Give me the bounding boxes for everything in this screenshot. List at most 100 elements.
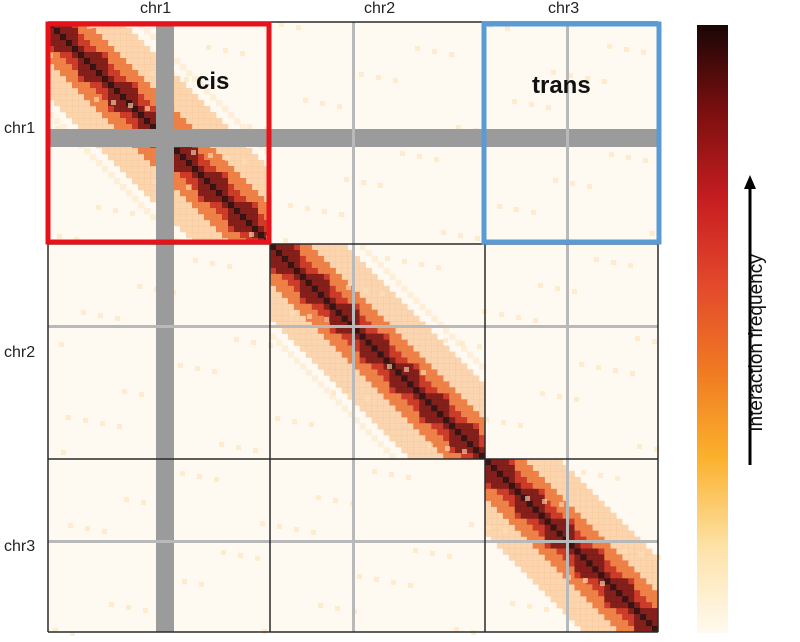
contact-cell [508, 518, 516, 525]
contact-cell [60, 34, 67, 41]
contact-cell [461, 453, 468, 460]
contact-cell [568, 548, 575, 555]
contact-cell [383, 411, 390, 418]
contact-cell [180, 82, 187, 89]
contact-cell [596, 365, 601, 370]
contact-cell [562, 548, 569, 555]
contact-cell [359, 285, 366, 293]
contact-cell [138, 148, 145, 155]
contact-cell [323, 309, 331, 316]
contact-cell [90, 58, 97, 65]
contact-cell [383, 357, 390, 364]
contact-cell [323, 267, 331, 275]
contact-cell [622, 549, 627, 554]
contact-cell [96, 100, 103, 107]
contact-cell [646, 572, 653, 579]
contact-cell [383, 315, 390, 322]
contact-cell [138, 202, 145, 209]
contact-cell [449, 369, 456, 376]
contact-cell [240, 184, 247, 191]
contact-cell [550, 512, 557, 519]
contact-cell [580, 548, 587, 555]
contact-cell [102, 148, 109, 155]
contact-cell [132, 34, 139, 41]
contact-cell [78, 52, 85, 59]
contact-cell [130, 211, 135, 216]
contact-cell [359, 387, 366, 394]
contact-cell [516, 315, 521, 320]
contact-cell [234, 214, 241, 221]
contact-cell [61, 450, 66, 455]
contact-cell [556, 494, 563, 502]
contact-cell [556, 470, 563, 478]
contact-cell [311, 279, 319, 287]
contact-cell [508, 488, 516, 496]
contact-cell [574, 584, 581, 591]
contact-cell [329, 285, 336, 293]
contact-cell [192, 166, 199, 173]
contact-cell [568, 602, 575, 609]
contact-cell [180, 100, 187, 107]
contact-cell [514, 488, 522, 496]
contact-cell [174, 118, 181, 125]
contact-cell [377, 303, 384, 310]
contact-cell [186, 220, 193, 227]
contact-cell [347, 297, 354, 305]
contact-cell [276, 273, 283, 281]
contact-cell [425, 339, 432, 346]
contact-cell [532, 500, 539, 508]
contact-cell [502, 524, 510, 531]
contact-cell [419, 357, 426, 364]
contact-cell [311, 273, 319, 281]
contact-cell [502, 542, 510, 549]
contact-cell [377, 381, 384, 388]
contact-cell [622, 530, 629, 537]
contact-cell [258, 208, 265, 215]
contact-cell [305, 339, 313, 346]
contact-cell [150, 76, 157, 83]
contact-cell [353, 279, 360, 287]
contact-cell [126, 64, 133, 71]
contact-cell [83, 418, 88, 423]
contact-cell [72, 64, 79, 71]
contact-cell [417, 154, 422, 159]
contact-cell [449, 435, 456, 442]
contact-cell [252, 232, 259, 239]
contact-cell [144, 70, 151, 77]
contact-cell [634, 578, 641, 585]
contact-cell [335, 291, 342, 299]
contact-cell [622, 614, 629, 621]
contact-cell [604, 608, 611, 615]
contact-cell [395, 411, 402, 418]
contact-cell [430, 551, 435, 556]
contact-cell [90, 88, 97, 95]
contact-cell [210, 261, 215, 266]
contact-cell [347, 315, 354, 322]
contact-cell [556, 578, 563, 585]
contact-cell [210, 202, 217, 209]
contact-cell [640, 566, 647, 573]
contact-cell [48, 28, 55, 35]
contact-cell [652, 554, 659, 561]
contact-cell [479, 453, 486, 460]
contact-cell [84, 46, 91, 53]
contact-cell [299, 309, 307, 316]
contact-cell [586, 554, 593, 561]
contact-cell [365, 285, 372, 293]
contact-cell [138, 70, 145, 77]
contact-cell [216, 208, 223, 215]
contact-cell [550, 566, 557, 573]
contact-cell [186, 112, 193, 119]
contact-cell [389, 393, 396, 400]
contact-cell [455, 423, 462, 430]
contact-cell [568, 560, 575, 567]
contact-cell [114, 70, 121, 77]
contact-cell [174, 166, 181, 173]
contact-cell [391, 580, 396, 585]
contact-cell [174, 94, 181, 101]
contact-cell [72, 106, 79, 113]
contact-cell [455, 369, 462, 376]
contact-cell [640, 560, 647, 567]
contact-cell [353, 309, 360, 316]
contact-cell [526, 524, 534, 531]
